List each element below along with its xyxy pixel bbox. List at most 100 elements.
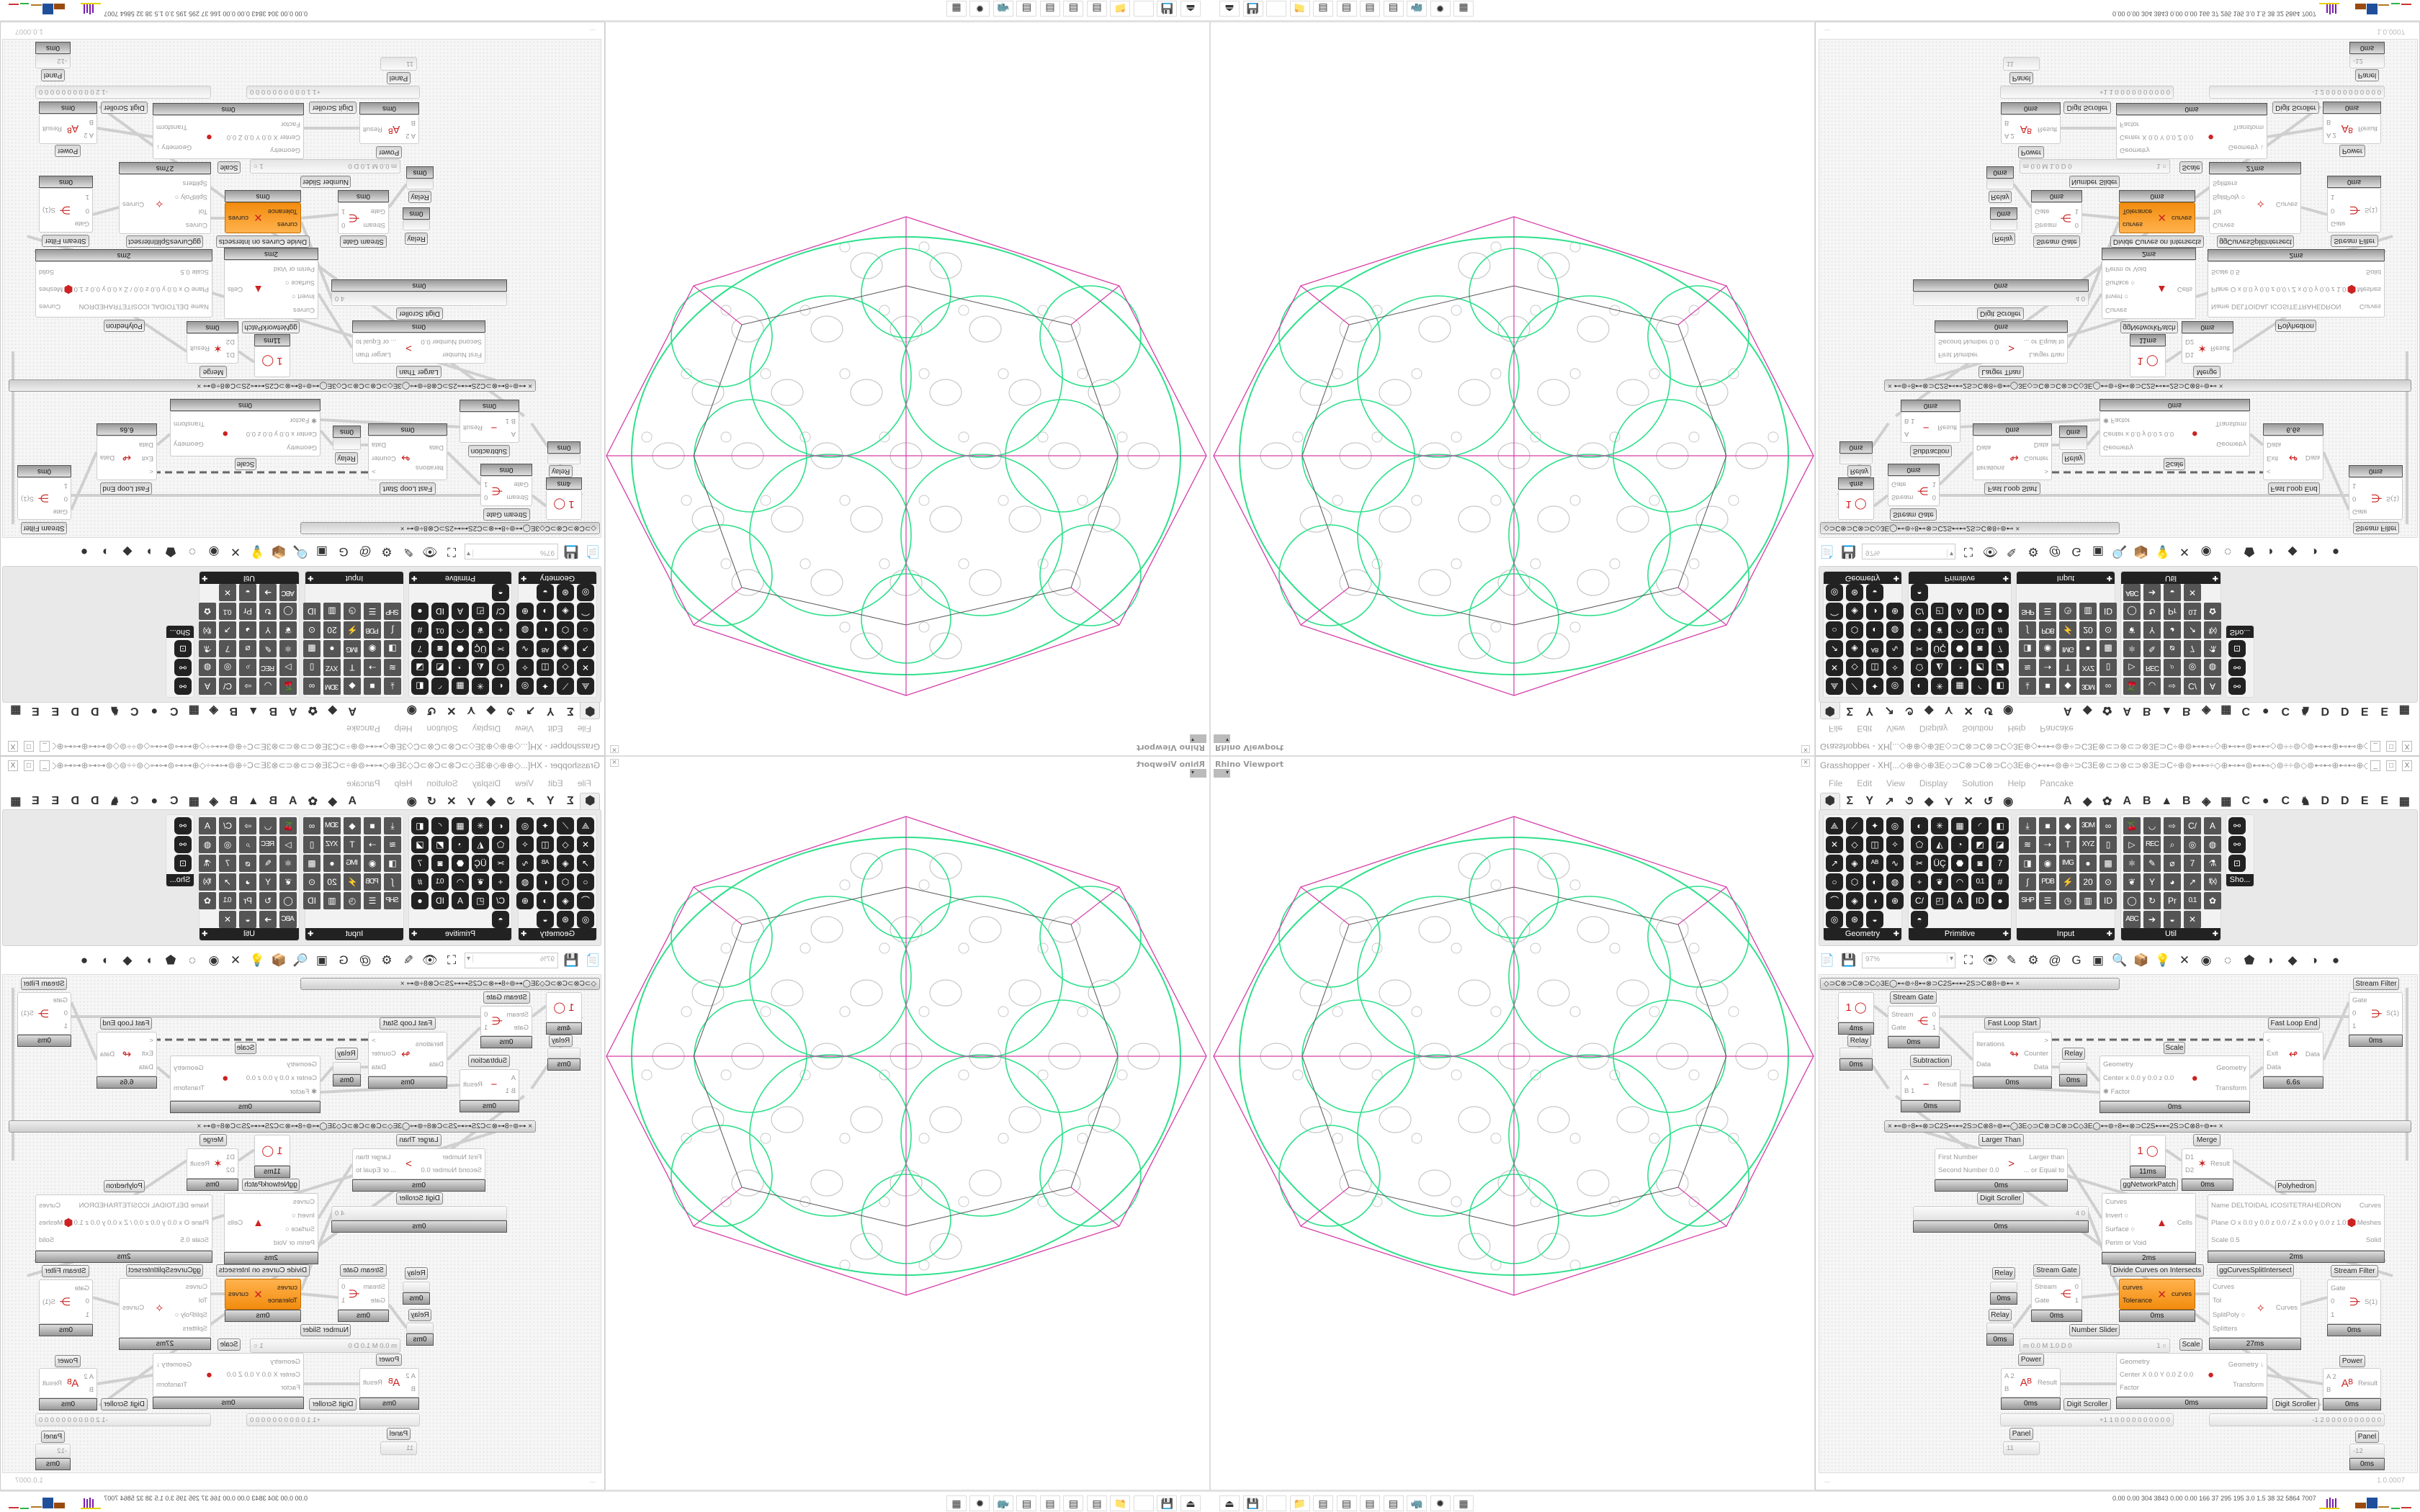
input-port[interactable]: Gate [2331, 1284, 2346, 1292]
bulb-icon[interactable]: 💡 [249, 545, 265, 559]
relay-component[interactable] [547, 454, 581, 464]
component-icon[interactable]: ⊡ [2228, 855, 2246, 872]
stream-gate-label[interactable]: Stream Gate [2033, 235, 2080, 248]
output-port[interactable]: -1 2 0 0 0 0 0 0 0 0 0 0 [2312, 88, 2381, 96]
component-icon[interactable]: ❦ [1931, 873, 1948, 891]
component-icon[interactable]: ✂ [1911, 855, 1928, 872]
component-icon[interactable]: ⇨ [2164, 817, 2181, 834]
zoom-field[interactable]: 97% ▾ [1862, 544, 1955, 559]
zoom-extents-icon[interactable]: ⛶ [1964, 545, 1973, 559]
merge-label[interactable]: Merge [200, 366, 227, 378]
tab[interactable]: E [2360, 795, 2369, 807]
component-icon[interactable]: 20 [323, 873, 341, 891]
component-icon[interactable]: 3DM [323, 678, 341, 695]
tab[interactable]: ◉ [2003, 704, 2014, 716]
folder-icon[interactable]: 📁 [1289, 1, 1310, 17]
component-icon[interactable]: C/ [1911, 892, 1928, 909]
tab[interactable]: ↺ [1984, 796, 1994, 808]
component-icon[interactable]: ⊛ [557, 584, 574, 601]
scale-component[interactable]: Geometry Center X 0.0 Y 0.0 Z 0.0 Factor ● G… [153, 1353, 304, 1397]
component-icon[interactable]: ❦ [1931, 621, 1948, 639]
input-port[interactable]: SplitPoly ○ [2213, 193, 2246, 202]
orange-sphere-icon[interactable]: ◑ [2310, 545, 2318, 559]
component-icon[interactable]: ✎ [259, 855, 277, 872]
power-label[interactable]: Power [2018, 1354, 2044, 1366]
bean-icon[interactable]: ◉ [208, 953, 220, 967]
chevron-down-icon[interactable]: ▾ [1946, 955, 1953, 963]
tab[interactable]: ↗ [1884, 796, 1894, 808]
input-port[interactable]: Center X 0.0 Y 0.0 Z 0.0 [226, 1370, 300, 1379]
component-icon[interactable]: ID [1971, 603, 1989, 620]
fast-loop-start-component[interactable]: Iterations Data ↬ > Counter Data [1973, 436, 2052, 480]
input-port[interactable]: Gate [2035, 207, 2050, 215]
component-icon[interactable]: ✿ [199, 892, 216, 909]
output-port[interactable]: 0 [484, 1010, 488, 1019]
component-icon[interactable]: 7 [1991, 855, 2009, 872]
stream-filter-label[interactable]: Stream Filter [42, 1265, 89, 1277]
component-icon[interactable]: ∞ [303, 678, 321, 695]
component-icon[interactable]: 0.1 [431, 621, 449, 639]
divide-curves-on-intersects-label[interactable]: Divide Curves on Intersects [2110, 235, 2204, 248]
component-icon[interactable]: ▩ [2099, 855, 2117, 872]
tab[interactable]: B [229, 795, 238, 807]
component-icon[interactable]: ✧ [516, 659, 534, 676]
palette-section-label[interactable]: Geometry ✚ [519, 928, 596, 940]
component-icon[interactable]: C/ [219, 678, 236, 695]
output-port[interactable]: ... or Equal to [2023, 337, 2064, 346]
blue-sphere-icon[interactable]: ● [2331, 545, 2340, 559]
output-port[interactable]: Solid [39, 268, 55, 276]
blank-icon[interactable] [1266, 1495, 1286, 1511]
input-port[interactable]: Curves [292, 306, 315, 314]
component-icon[interactable]: ▦ [1951, 817, 1968, 834]
output-port[interactable]: 0 [341, 1283, 346, 1291]
search-icon[interactable]: 🔍 [2112, 953, 2128, 967]
input-port[interactable]: 1 [2331, 1311, 2335, 1320]
component-icon[interactable]: ▩ [303, 855, 321, 872]
red-app-icon[interactable]: ✹ [1430, 1495, 1451, 1511]
output-port[interactable]: Result [42, 125, 62, 133]
fast-loop-end-component[interactable]: < Exit Data ↫ Data [2263, 436, 2323, 480]
component-icon[interactable]: + [492, 621, 509, 639]
output-port[interactable]: 1 ○ [254, 1341, 264, 1350]
input-port[interactable]: Tolerance [2123, 1297, 2153, 1305]
input-port[interactable]: Geometry [2103, 1061, 2133, 1068]
bake-icon[interactable]: ⚙ [2027, 953, 2039, 967]
component-icon[interactable]: A [452, 603, 469, 620]
tab[interactable]: ▦ [2398, 796, 2410, 808]
component-icon[interactable]: ◈ [557, 892, 574, 909]
component-icon[interactable]: ◓ [1911, 911, 1928, 928]
component-icon[interactable]: ∞ [303, 817, 321, 834]
tab[interactable]: ↗ [526, 704, 536, 716]
tab[interactable]: E [2360, 705, 2369, 717]
input-port[interactable]: Gate [514, 1023, 529, 1032]
relay-component[interactable] [1986, 1323, 2014, 1333]
expand-icon[interactable]: ✚ [2212, 930, 2218, 938]
component-icon[interactable]: ⊙ [2099, 873, 2117, 891]
component-icon[interactable]: ⊛ [1846, 584, 1863, 601]
component-icon[interactable]: XYZ [2079, 836, 2097, 853]
tab[interactable]: ◈ [2202, 796, 2211, 808]
component-icon[interactable]: ◈ [557, 603, 574, 620]
input-port[interactable]: 1 [85, 1311, 89, 1320]
component-icon[interactable]: ◑ [1866, 892, 1883, 909]
component-icon[interactable]: ⊕ [1886, 603, 1904, 620]
search-icon[interactable]: 🔍 [2112, 545, 2128, 559]
output-port[interactable]: Counter [372, 454, 396, 462]
green-icon[interactable]: ◆ [122, 545, 133, 559]
input-port[interactable]: First Number [1938, 1153, 1978, 1161]
notepad-icon[interactable]: ▤ [1087, 1, 1107, 17]
search-icon[interactable]: 🔍 [292, 545, 308, 559]
component-icon[interactable]: ◨ [2019, 855, 2036, 872]
palette-section-label[interactable]: Input ✚ [2017, 928, 2115, 940]
input-port[interactable]: Name DELTOIDAL ICOSITETRAHEDRON [2211, 1201, 2341, 1210]
fast-loop-start-label[interactable]: Fast Loop Start [1984, 1017, 2040, 1030]
component-icon[interactable]: ◰ [472, 892, 489, 909]
component-icon[interactable]: REC [259, 836, 277, 853]
component-icon[interactable]: ⇢ [364, 659, 381, 676]
component-icon[interactable]: 0.1 [2184, 892, 2201, 909]
number-slider-label[interactable]: Number Slider [2069, 176, 2120, 188]
palette-section-label[interactable]: Geometry ✚ [1824, 928, 1901, 940]
component-icon[interactable]: ⬠ [492, 659, 509, 676]
component-icon[interactable]: ◍ [2204, 836, 2221, 853]
notepad-icon[interactable]: ▤ [1313, 1, 1333, 17]
